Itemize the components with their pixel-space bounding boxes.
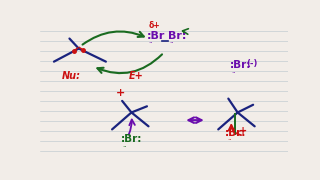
- Text: ··: ··: [148, 40, 153, 46]
- Text: +: +: [239, 126, 247, 136]
- Text: ··: ··: [231, 70, 236, 76]
- Text: ··: ··: [227, 138, 231, 143]
- Text: :Br: :Br: [147, 31, 165, 40]
- Text: Nu:: Nu:: [62, 71, 81, 81]
- Text: Br:: Br:: [168, 31, 186, 40]
- Text: (-): (-): [246, 59, 258, 68]
- Text: ··: ··: [122, 144, 127, 150]
- Text: E+: E+: [129, 71, 144, 81]
- Text: :Br:: :Br:: [225, 128, 247, 138]
- Text: :Br:: :Br:: [121, 134, 142, 144]
- Text: +: +: [116, 87, 125, 98]
- Text: ··: ··: [169, 40, 174, 46]
- Text: δ+: δ+: [149, 21, 161, 30]
- Text: :Br:: :Br:: [230, 60, 251, 70]
